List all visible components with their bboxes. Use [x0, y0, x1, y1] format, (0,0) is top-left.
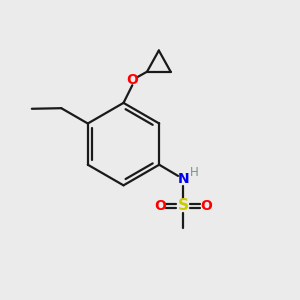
Text: H: H — [190, 167, 199, 179]
Text: S: S — [178, 198, 189, 213]
Text: O: O — [154, 199, 166, 213]
Text: O: O — [200, 199, 212, 213]
Text: O: O — [126, 73, 138, 87]
Text: N: N — [178, 172, 189, 186]
